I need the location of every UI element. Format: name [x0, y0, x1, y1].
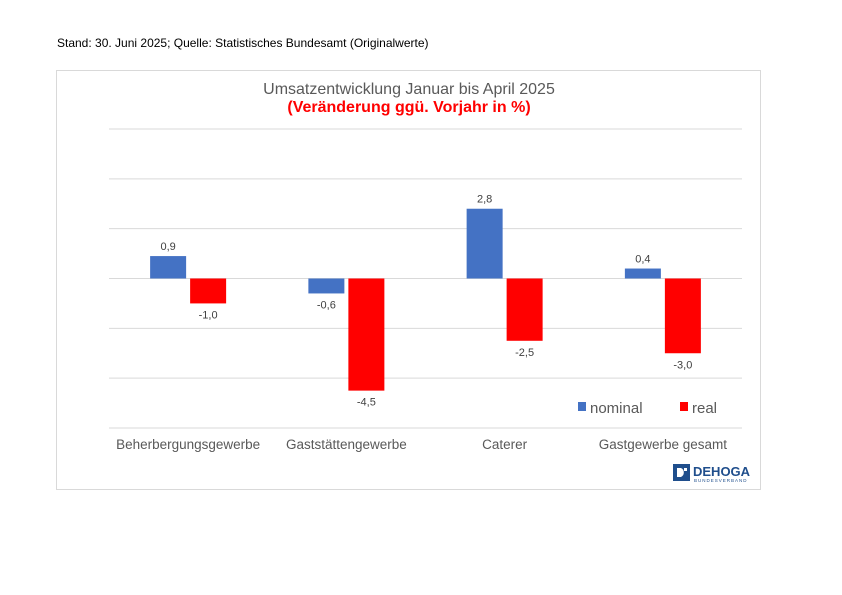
header-note: Stand: 30. Juni 2025; Quelle: Statistisc… [57, 36, 429, 50]
bars [150, 208, 701, 391]
value-label-real: -2,5 [515, 347, 534, 359]
bar-nominal [308, 278, 345, 294]
category-label: Gaststättengewerbe [286, 437, 407, 452]
bar-real [506, 278, 543, 341]
logo-subtext: BUNDESVERBAND [694, 478, 748, 483]
dehoga-logo: DEHOGA BUNDESVERBAND [673, 464, 751, 483]
bar-real [664, 278, 701, 354]
value-labels: 0,9 -1,0 -0,6 -4,5 2,8 -2,5 0,4 -3,0 [160, 194, 692, 409]
chart-svg: Umsatzentwicklung Januar bis April 2025 … [109, 81, 751, 483]
value-label-real: -4,5 [357, 397, 376, 409]
bar-real [348, 278, 385, 391]
value-label-nominal: 0,9 [160, 241, 175, 253]
value-label-real: -3,0 [673, 359, 692, 371]
logo-text: DEHOGA [693, 464, 751, 479]
value-label-nominal: 0,4 [635, 254, 650, 266]
bar-nominal [150, 256, 187, 279]
legend-label-nominal: nominal [590, 400, 643, 417]
legend: nominal real [578, 400, 717, 417]
value-label-nominal: -0,6 [317, 299, 336, 311]
legend-swatch-real [680, 402, 688, 411]
chart-title: Umsatzentwicklung Januar bis April 2025 [263, 81, 555, 98]
category-label: Caterer [482, 437, 528, 452]
chart-frame: Umsatzentwicklung Januar bis April 2025 … [56, 70, 761, 490]
legend-label-real: real [692, 400, 717, 417]
legend-swatch-nominal [578, 402, 586, 411]
category-label: Beherbergungsgewerbe [116, 437, 260, 452]
value-label-nominal: 2,8 [477, 194, 492, 206]
dehoga-logo-icon [673, 464, 690, 481]
category-labels: Beherbergungsgewerbe Gaststättengewerbe Ca… [116, 437, 727, 452]
bar-nominal [466, 208, 503, 279]
category-label: Gastgewerbe gesamt [599, 437, 728, 452]
chart-subtitle: (Veränderung ggü. Vorjahr in %) [287, 99, 530, 116]
bar-real [190, 278, 227, 304]
bar-nominal [624, 268, 661, 279]
value-label-real: -1,0 [199, 309, 218, 321]
